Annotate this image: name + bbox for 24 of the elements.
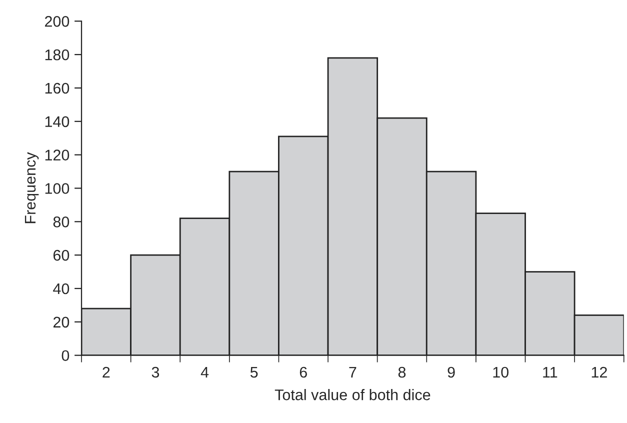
y-tick-label: 200 xyxy=(44,16,70,27)
y-tick-label: 100 xyxy=(45,183,70,194)
y-tick-label: 140 xyxy=(45,116,70,128)
y-axis-title: Frequency xyxy=(24,152,39,224)
x-tick-label: 11 xyxy=(543,366,558,378)
x-tick-label: 4 xyxy=(200,366,209,378)
y-tick-label: 20 xyxy=(53,316,70,328)
y-tick-label: 60 xyxy=(53,250,70,261)
y-tick-label: 40 xyxy=(53,283,70,294)
y-tick-label: 180 xyxy=(45,49,70,60)
y-tick-label: 80 xyxy=(53,216,70,228)
x-tick-label: 10 xyxy=(493,366,509,378)
y-tick-label: 160 xyxy=(45,82,70,94)
x-axis-title: Total value of both dice xyxy=(274,389,430,400)
x-tick-label: 3 xyxy=(152,366,160,378)
x-tick-label: 9 xyxy=(448,366,455,378)
x-tick-label: 12 xyxy=(592,366,607,378)
x-tick-label: 2 xyxy=(102,366,110,378)
x-tick-label: 6 xyxy=(300,366,307,378)
x-tick-label: 8 xyxy=(398,366,406,378)
y-tick-label: 120 xyxy=(45,150,70,161)
y-tick-label: 0 xyxy=(62,350,70,362)
x-tick-label: 7 xyxy=(349,366,356,378)
x-tick-label: 5 xyxy=(250,366,258,378)
